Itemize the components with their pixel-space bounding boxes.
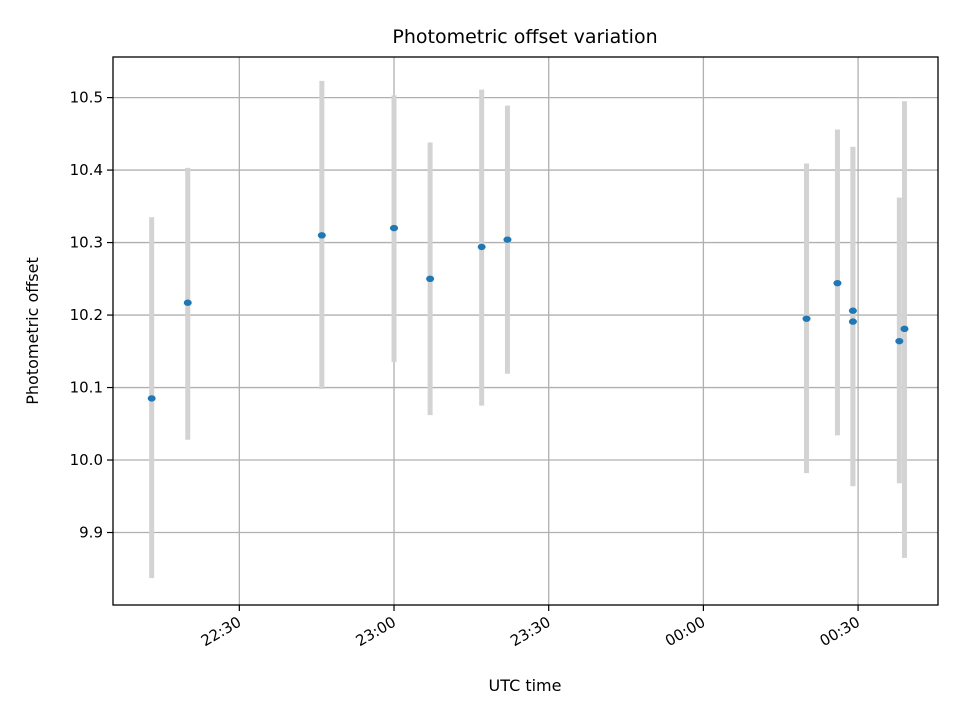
data-point [426, 275, 435, 283]
y-tick-label: 9.9 [79, 524, 103, 542]
data-point [848, 307, 857, 314]
chart-title: Photometric offset variation [392, 26, 657, 48]
data-point [317, 232, 326, 239]
y-axis-ticks: 9.9 10.0 10.1 10.2 10.3 10.4 10.5 [70, 89, 113, 542]
data-point [147, 395, 156, 402]
y-tick-label: 10.4 [70, 161, 103, 179]
y-tick-label: 10.1 [70, 379, 103, 397]
x-axis-label: UTC time [489, 676, 562, 695]
y-tick-label: 10.3 [70, 234, 103, 252]
y-tick-label: 10.0 [70, 451, 103, 469]
data-point [390, 224, 399, 232]
data-point [833, 279, 842, 287]
data-points [147, 224, 909, 402]
data-point [503, 236, 512, 243]
plot-frame [112, 56, 939, 606]
data-point [477, 243, 486, 251]
data-point [848, 318, 857, 325]
data-point [183, 299, 192, 306]
y-tick-label: 10.2 [70, 306, 103, 324]
data-point [900, 325, 909, 333]
y-axis-label: Photometric offset [23, 257, 42, 405]
y-tick-label: 10.5 [70, 89, 103, 107]
data-point [895, 337, 904, 345]
data-point [802, 315, 811, 322]
